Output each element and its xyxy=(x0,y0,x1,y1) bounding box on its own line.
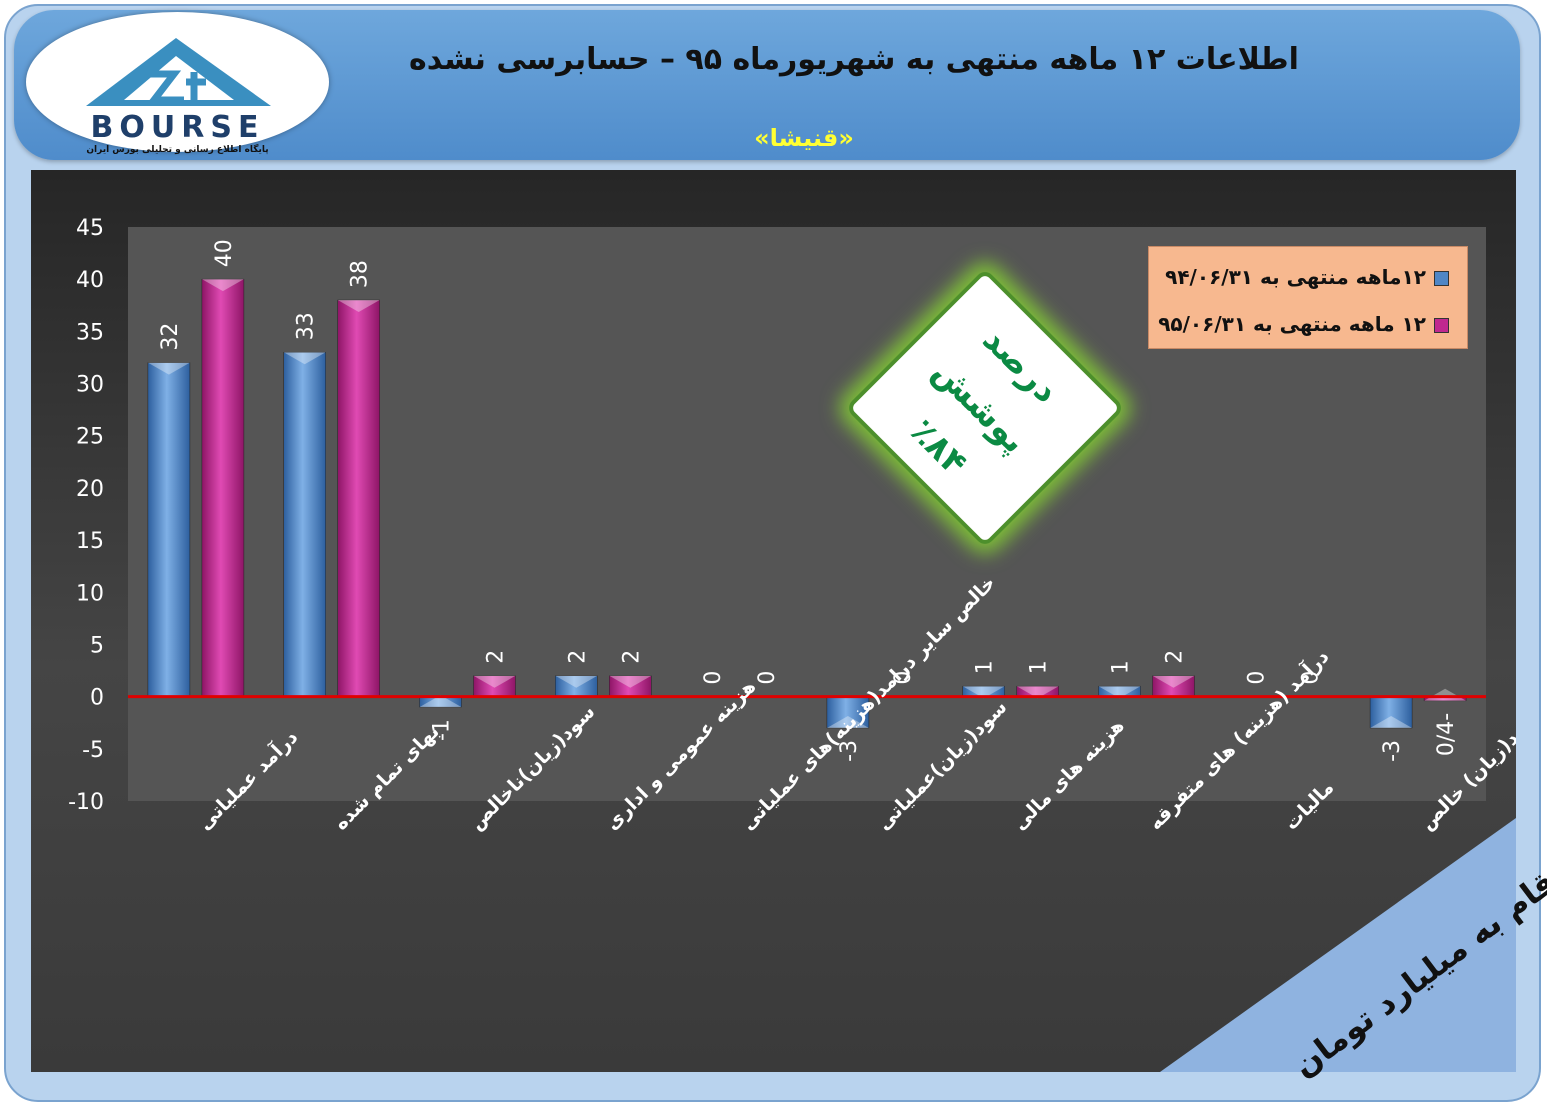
chart-legend: ۱۲ماهه منتهی به ۹۴/۰۶/۳۱ ۱۲ ماهه منتهی ب… xyxy=(1148,246,1468,349)
data-label: 40 xyxy=(212,239,237,267)
bar-bevel-s1-c1 xyxy=(147,362,190,375)
bar-s1-c2 xyxy=(283,351,326,697)
data-label: 1 xyxy=(1027,660,1052,674)
y-tick-label: 5 xyxy=(90,633,104,658)
legend-label-2: ۱۲ ماهه منتهی به ۹۵/۰۶/۳۱ xyxy=(1158,312,1426,336)
bar-bevel-s2-c8 xyxy=(1152,675,1195,688)
data-label: -1 xyxy=(430,719,455,741)
bar-bevel-s1-c7 xyxy=(962,686,1005,699)
y-tick-label: 0 xyxy=(90,686,104,711)
data-label: 1 xyxy=(973,660,998,674)
data-label: 2 xyxy=(484,650,509,664)
bar-bevel-s2-c1 xyxy=(201,279,244,292)
data-label: 2 xyxy=(565,650,590,664)
data-label: 33 xyxy=(294,312,319,340)
y-tick-label: 45 xyxy=(76,216,104,241)
data-label: 38 xyxy=(348,260,373,288)
data-label: 32 xyxy=(158,323,183,351)
y-tick-label: 25 xyxy=(76,425,104,450)
legend-label-1: ۱۲ماهه منتهی به ۹۴/۰۶/۳۱ xyxy=(1165,265,1426,289)
legend-swatch-1 xyxy=(1434,271,1449,286)
data-label: 2 xyxy=(619,650,644,664)
bar-bevel-s1-c10 xyxy=(1370,715,1413,728)
logo-mark-icon xyxy=(86,38,271,106)
y-tick-label: 35 xyxy=(76,320,104,345)
data-label: 0 xyxy=(1298,671,1323,685)
y-tick-label: 20 xyxy=(76,477,104,502)
bar-bevel-s1-c4 xyxy=(555,675,598,688)
bar-bevel-s1-c8 xyxy=(1098,686,1141,699)
y-tick-label: 10 xyxy=(76,581,104,606)
bar-bevel-s1-c6 xyxy=(826,715,869,728)
logo-wordmark: BOURSE xyxy=(90,110,265,145)
bar-s1-c1 xyxy=(147,362,191,697)
y-tick-label: 15 xyxy=(76,529,104,554)
page-title: اطلاعات ۱۲ ماهه منتهی به شهریورماه ۹۵ – … xyxy=(409,42,1299,77)
bar-s2-c1 xyxy=(201,278,245,697)
data-label: 1 xyxy=(1109,660,1134,674)
data-label: 0 xyxy=(755,671,780,685)
data-label: 0 xyxy=(891,671,916,685)
y-tick-label: -5 xyxy=(82,738,104,763)
data-label: 0/4- xyxy=(1434,713,1459,756)
bar-s1-c6 xyxy=(826,696,870,729)
bar-bevel-s1-c3 xyxy=(419,695,462,708)
bar-bevel-s2-c2 xyxy=(337,300,380,313)
data-label: 2 xyxy=(1163,650,1188,664)
data-label: 0 xyxy=(701,671,726,685)
data-label: 0 xyxy=(1244,671,1269,685)
legend-swatch-2 xyxy=(1434,318,1449,333)
data-label: -3 xyxy=(1380,740,1405,762)
bar-bevel-s1-c2 xyxy=(283,352,326,365)
bar-s2-c2 xyxy=(337,299,380,697)
legend-item-1: ۱۲ماهه منتهی به ۹۴/۰۶/۳۱ xyxy=(1165,265,1449,289)
bar-bevel-s2-c7 xyxy=(1016,686,1059,699)
data-label: -3 xyxy=(837,740,862,762)
bar-bevel-s2-c3 xyxy=(473,675,516,688)
bar-bevel-s2-c4 xyxy=(609,675,652,688)
y-tick-label: 30 xyxy=(76,373,104,398)
y-tick-label: -10 xyxy=(68,790,104,815)
bourse-logo: BOURSE پایگاه اطلاع رسانی و تحلیلی بورس … xyxy=(26,12,329,155)
y-tick-label: 40 xyxy=(76,268,104,293)
legend-item-2: ۱۲ ماهه منتهی به ۹۵/۰۶/۳۱ xyxy=(1158,312,1449,336)
logo-tagline: پایگاه اطلاع رسانی و تحلیلی بورس ایران xyxy=(86,145,269,155)
bar-s1-c10 xyxy=(1369,696,1413,729)
company-name: «قنیشا» xyxy=(754,124,854,152)
